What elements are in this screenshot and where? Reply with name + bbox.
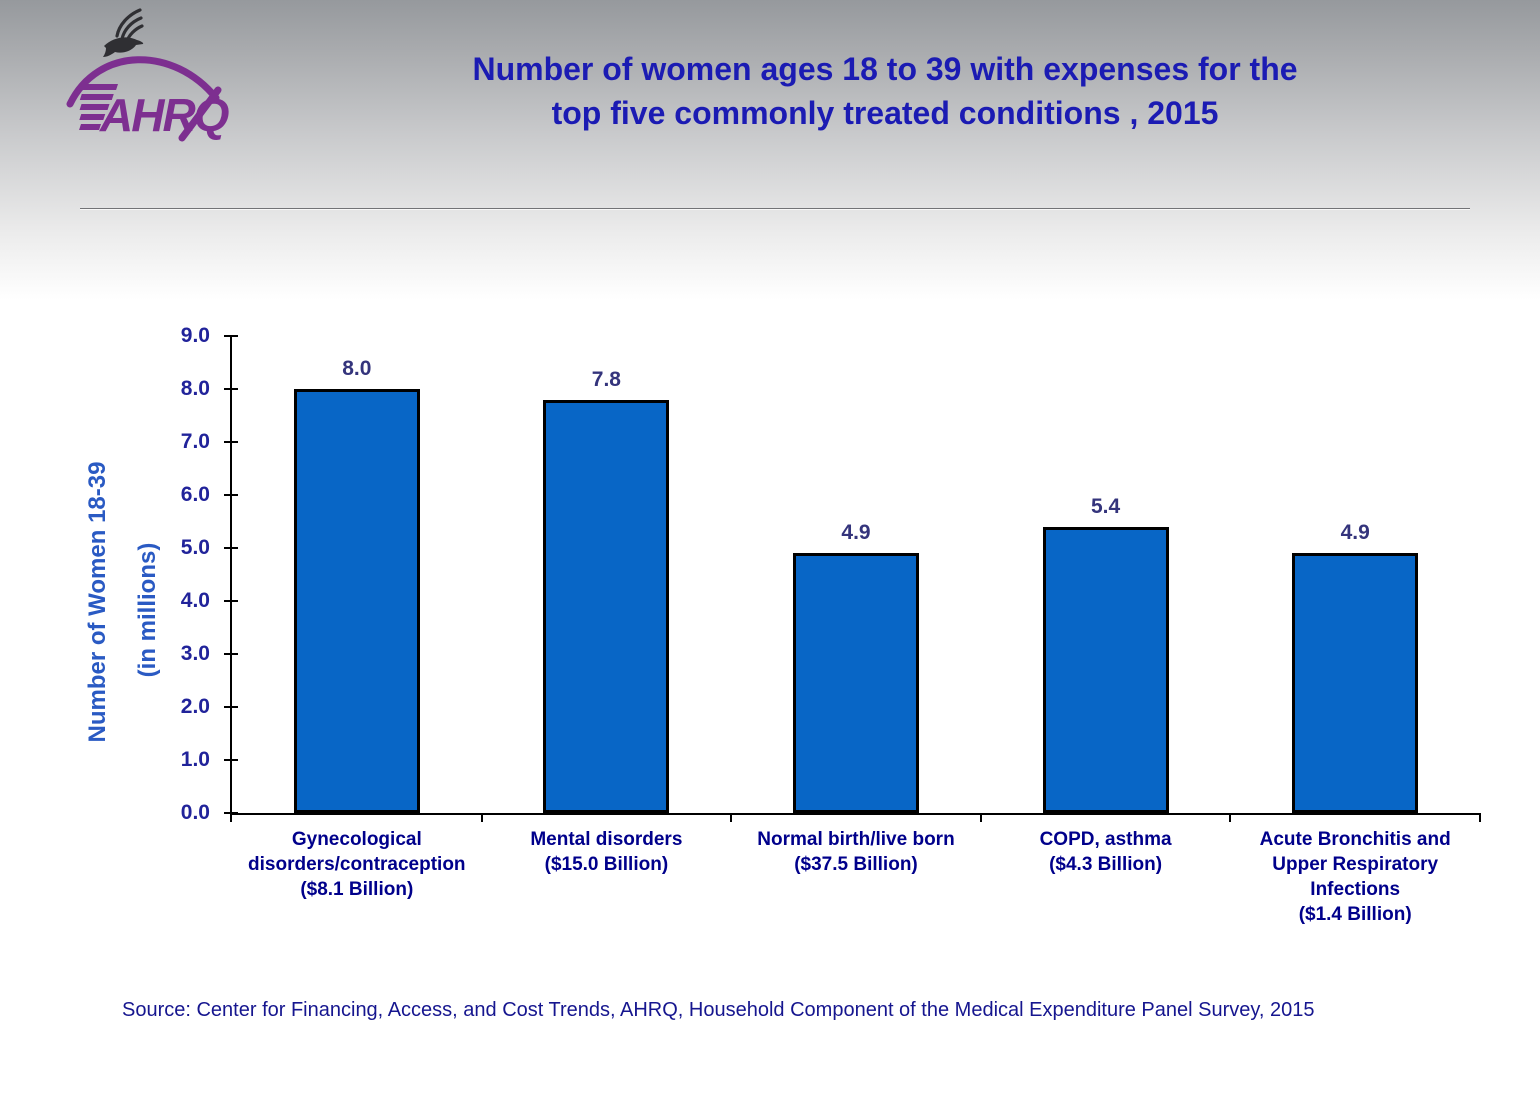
y-tick-mark: [224, 335, 238, 337]
category-label-line: Infections: [1310, 879, 1401, 900]
y-tick-label: 6.0: [180, 483, 210, 507]
bar-1: [293, 389, 420, 813]
y-tick-mark: [224, 653, 238, 656]
category-label: Gynecological disorders/contraception ($8.…: [232, 827, 482, 927]
bar-value-label: 4.9: [841, 521, 871, 545]
category-label-line: Normal birth/live born: [757, 829, 955, 850]
category-label-line: Acute Bronchitis and: [1259, 829, 1451, 850]
source-note: Source: Center for Financing, Access, an…: [122, 999, 1315, 1021]
y-tick-label: 1.0: [180, 748, 210, 772]
category-label: Normal birth/live born ($37.5 Billion): [731, 827, 981, 927]
y-tick-mark: [224, 706, 238, 709]
x-axis-tick-mark: [730, 813, 733, 822]
y-tick-label: 2.0: [180, 695, 210, 719]
chart-title-line1: Number of women ages 18 to 39 with expen…: [472, 51, 1298, 87]
y-tick-label: 3.0: [180, 642, 210, 666]
chart-title: Number of women ages 18 to 39 with expen…: [230, 47, 1540, 135]
category-label-line: Mental disorders: [530, 829, 683, 850]
category-label: Acute Bronchitis and Upper Respiratory Inf…: [1230, 827, 1480, 927]
y-tick-mark: [224, 441, 238, 443]
category-label: Mental disorders ($15.0 Billion): [482, 827, 732, 927]
bar-3: [793, 553, 919, 813]
y-tick-label: 9.0: [180, 324, 210, 347]
y-tick-label: 4.0: [180, 589, 210, 613]
category-label: COPD, asthma ($4.3 Billion): [981, 827, 1231, 927]
ahrq-wordmark: AHRQ: [66, 56, 232, 142]
bar-value-label: 7.8: [591, 367, 621, 391]
header-divider: [80, 208, 1470, 210]
header-background: [0, 0, 1540, 300]
y-axis-title: Number of Women 18-39: [84, 461, 111, 743]
bar-2: [543, 399, 670, 813]
hhs-eagle-icon: [103, 8, 144, 57]
y-tick-mark: [224, 600, 238, 603]
y-axis-line: [230, 336, 232, 822]
chart-title-line2: top five commonly treated conditions , 2…: [551, 95, 1219, 131]
bar-value-label: 5.4: [1090, 494, 1121, 518]
y-tick-label: 7.0: [180, 430, 210, 453]
y-tick-mark: [224, 494, 238, 497]
ahrq-logo: AHRQ: [66, 8, 232, 142]
bar-4: [1042, 526, 1169, 813]
y-tick-label: 5.0: [180, 536, 210, 559]
x-axis-tick-mark: [979, 813, 982, 822]
y-tick-mark: [224, 812, 238, 814]
bar-value-label: 4.9: [1340, 521, 1370, 545]
category-label-line: ($15.0 Billion): [544, 854, 669, 875]
x-axis-tick-mark: [480, 813, 483, 822]
y-tick-label: 8.0: [180, 377, 210, 401]
category-label-line: Upper Respiratory: [1272, 854, 1439, 875]
x-axis-tick-mark: [1229, 813, 1232, 822]
x-axis-tick-mark: [1479, 813, 1481, 822]
y-tick-label: 0.0: [180, 801, 210, 824]
y-tick-mark: [224, 388, 238, 391]
category-label-line: ($1.4 Billion): [1298, 904, 1412, 925]
y-tick-mark: [224, 547, 238, 549]
category-label-line: disorders/contraception: [248, 854, 466, 875]
category-label-line: COPD, asthma: [1039, 829, 1172, 850]
category-labels: Gynecological disorders/contraception ($8.…: [232, 827, 1480, 927]
category-label-line: ($8.1 Billion): [300, 879, 414, 900]
y-tick-mark: [224, 759, 238, 762]
bar-5: [1292, 553, 1419, 813]
x-axis-line: [230, 813, 1480, 815]
plot-area: 0.0 1.0 2.0 3.0 4.0 5.0 6.0 7.0 8.0 9.0 8.0 7.8 4.9 5…: [181, 324, 1481, 824]
bar-value-label: 8.0: [342, 357, 372, 381]
category-label-line: ($4.3 Billion): [1049, 854, 1163, 875]
category-label-line: ($37.5 Billion): [794, 854, 918, 875]
category-label-line: Gynecological: [291, 829, 422, 850]
